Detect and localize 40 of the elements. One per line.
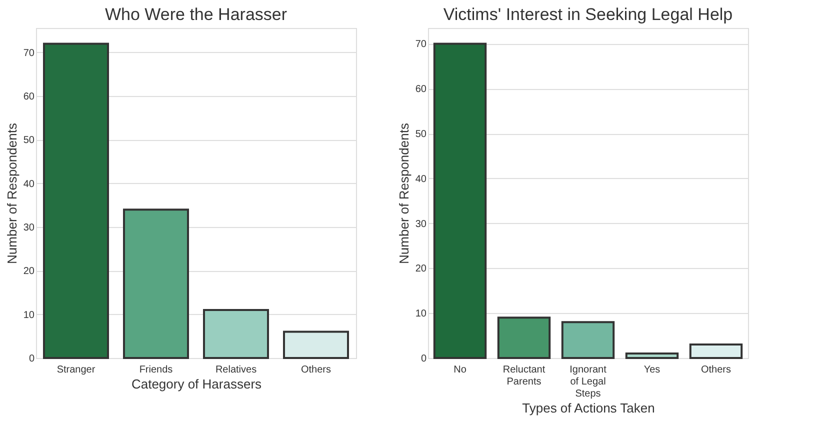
chart-title: Who Were the Harasser [104, 5, 288, 24]
bar [123, 208, 189, 359]
y-tick-label: 10 [415, 308, 427, 320]
bar [43, 42, 109, 359]
bar [561, 321, 615, 359]
y-tick-label: 10 [23, 310, 35, 321]
y-tick-label: 0 [420, 354, 427, 364]
y-tick-label: 20 [23, 266, 35, 278]
y-tick-label: 40 [415, 174, 427, 185]
y-tick-label: 0 [28, 354, 35, 364]
x-tick-label: No [454, 364, 467, 376]
bar [433, 42, 487, 359]
y-tick-label: 70 [415, 39, 427, 50]
y-tick-label: 30 [415, 218, 427, 230]
x-tick-label: Others [700, 364, 732, 376]
x-tick-label: Ignorant of Legal Steps [570, 364, 607, 400]
x-tick-label: Relatives [215, 364, 257, 376]
y-tick-label: 50 [23, 135, 35, 146]
y-tick-label: 20 [415, 264, 427, 275]
x-tick-label: Friends [139, 364, 173, 376]
chart-title: Victims' Interest in Seeking Legal Help [443, 5, 733, 24]
x-tick-label: Reluctant Parents [502, 364, 546, 388]
bar [689, 344, 743, 359]
x-axis-title: Category of Harassers [131, 376, 262, 392]
x-tick-label: Stranger [56, 364, 96, 376]
y-tick-label: 70 [23, 48, 35, 59]
x-tick-label: Yes [644, 364, 660, 376]
x-axis-title: Types of Actions Taken [522, 400, 655, 416]
y-axis-title: Number of Respondents [4, 122, 20, 264]
bar [283, 330, 349, 359]
y-tick-label: 40 [23, 178, 35, 190]
bar [625, 352, 679, 359]
y-tick-label: 50 [415, 129, 427, 140]
bar [497, 316, 551, 359]
bar [203, 308, 269, 359]
y-axis-title: Number of Respondents [396, 122, 412, 264]
y-tick-label: 60 [23, 92, 35, 103]
y-tick-label: 30 [23, 222, 35, 234]
y-tick-label: 60 [415, 84, 427, 96]
x-tick-label: Others [300, 364, 332, 376]
